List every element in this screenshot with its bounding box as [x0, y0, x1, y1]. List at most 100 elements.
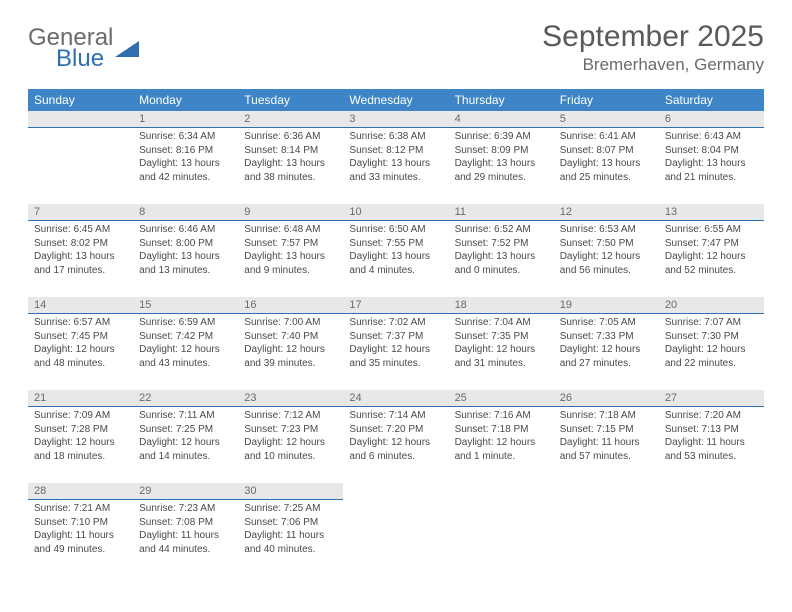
sunrise-line: Sunrise: 7:02 AM: [349, 316, 442, 330]
calendar-cell: 5Sunrise: 6:41 AMSunset: 8:07 PMDaylight…: [554, 111, 659, 204]
day-number: 25: [449, 390, 554, 407]
sunrise-line: Sunrise: 7:20 AM: [665, 409, 758, 423]
day-number: 27: [659, 390, 764, 407]
sunrise-line: Sunrise: 6:53 AM: [560, 223, 653, 237]
daylight-line: Daylight: 13 hours and 21 minutes.: [665, 157, 758, 184]
daylight-line: Daylight: 13 hours and 17 minutes.: [34, 250, 127, 277]
daylight-line: Daylight: 13 hours and 33 minutes.: [349, 157, 442, 184]
day-number: 8: [133, 204, 238, 221]
calendar-cell: 26Sunrise: 7:18 AMSunset: 7:15 PMDayligh…: [554, 390, 659, 483]
calendar-cell: 19Sunrise: 7:05 AMSunset: 7:33 PMDayligh…: [554, 297, 659, 390]
calendar-cell: 23Sunrise: 7:12 AMSunset: 7:23 PMDayligh…: [238, 390, 343, 483]
sunset-line: Sunset: 8:14 PM: [244, 144, 337, 158]
weekday-header: Saturday: [659, 89, 764, 111]
sunrise-line: Sunrise: 6:39 AM: [455, 130, 548, 144]
daylight-line: Daylight: 12 hours and 39 minutes.: [244, 343, 337, 370]
calendar-row: 21Sunrise: 7:09 AMSunset: 7:28 PMDayligh…: [28, 390, 764, 483]
day-details: Sunrise: 6:52 AMSunset: 7:52 PMDaylight:…: [449, 221, 554, 297]
sunrise-line: Sunrise: 6:55 AM: [665, 223, 758, 237]
sunset-line: Sunset: 7:06 PM: [244, 516, 337, 530]
daylight-line: Daylight: 11 hours and 49 minutes.: [34, 529, 127, 556]
daylight-line: Daylight: 11 hours and 40 minutes.: [244, 529, 337, 556]
calendar-cell: 15Sunrise: 6:59 AMSunset: 7:42 PMDayligh…: [133, 297, 238, 390]
daylight-line: Daylight: 11 hours and 57 minutes.: [560, 436, 653, 463]
calendar-cell: 20Sunrise: 7:07 AMSunset: 7:30 PMDayligh…: [659, 297, 764, 390]
day-details: Sunrise: 7:20 AMSunset: 7:13 PMDaylight:…: [659, 407, 764, 483]
daylight-line: Daylight: 11 hours and 53 minutes.: [665, 436, 758, 463]
sunrise-line: Sunrise: 6:46 AM: [139, 223, 232, 237]
weekday-header: Tuesday: [238, 89, 343, 111]
daylight-line: Daylight: 13 hours and 42 minutes.: [139, 157, 232, 184]
month-title: September 2025: [542, 20, 764, 53]
day-number: 11: [449, 204, 554, 221]
sunset-line: Sunset: 7:25 PM: [139, 423, 232, 437]
calendar-row: 28Sunrise: 7:21 AMSunset: 7:10 PMDayligh…: [28, 483, 764, 576]
sunset-line: Sunset: 7:08 PM: [139, 516, 232, 530]
sunrise-line: Sunrise: 6:48 AM: [244, 223, 337, 237]
day-number: 5: [554, 111, 659, 128]
daylight-line: Daylight: 13 hours and 4 minutes.: [349, 250, 442, 277]
sunset-line: Sunset: 7:28 PM: [34, 423, 127, 437]
sunrise-line: Sunrise: 7:18 AM: [560, 409, 653, 423]
sunset-line: Sunset: 7:18 PM: [455, 423, 548, 437]
calendar-cell: [554, 483, 659, 576]
day-number: 28: [28, 483, 133, 500]
sunrise-line: Sunrise: 7:25 AM: [244, 502, 337, 516]
sunrise-line: Sunrise: 7:04 AM: [455, 316, 548, 330]
day-details: Sunrise: 7:04 AMSunset: 7:35 PMDaylight:…: [449, 314, 554, 390]
calendar-cell: 12Sunrise: 6:53 AMSunset: 7:50 PMDayligh…: [554, 204, 659, 297]
day-number: 15: [133, 297, 238, 314]
day-details: Sunrise: 7:09 AMSunset: 7:28 PMDaylight:…: [28, 407, 133, 483]
day-number: 22: [133, 390, 238, 407]
day-details: Sunrise: 6:50 AMSunset: 7:55 PMDaylight:…: [343, 221, 448, 297]
calendar-cell: 25Sunrise: 7:16 AMSunset: 7:18 PMDayligh…: [449, 390, 554, 483]
sunrise-line: Sunrise: 6:34 AM: [139, 130, 232, 144]
day-details: Sunrise: 7:05 AMSunset: 7:33 PMDaylight:…: [554, 314, 659, 390]
daylight-line: Daylight: 12 hours and 43 minutes.: [139, 343, 232, 370]
sunset-line: Sunset: 7:40 PM: [244, 330, 337, 344]
weekday-header: Friday: [554, 89, 659, 111]
day-details: Sunrise: 6:36 AMSunset: 8:14 PMDaylight:…: [238, 128, 343, 204]
day-number: 29: [133, 483, 238, 500]
weekday-header-row: Sunday Monday Tuesday Wednesday Thursday…: [28, 89, 764, 111]
day-number: 10: [343, 204, 448, 221]
sunrise-line: Sunrise: 6:43 AM: [665, 130, 758, 144]
day-number: 3: [343, 111, 448, 128]
daylight-line: Daylight: 12 hours and 14 minutes.: [139, 436, 232, 463]
calendar-cell: 4Sunrise: 6:39 AMSunset: 8:09 PMDaylight…: [449, 111, 554, 204]
sunset-line: Sunset: 7:23 PM: [244, 423, 337, 437]
sunset-line: Sunset: 7:55 PM: [349, 237, 442, 251]
logo: General Blue: [28, 26, 141, 71]
sunrise-line: Sunrise: 6:45 AM: [34, 223, 127, 237]
sunset-line: Sunset: 7:20 PM: [349, 423, 442, 437]
day-number: 23: [238, 390, 343, 407]
calendar-cell: 10Sunrise: 6:50 AMSunset: 7:55 PMDayligh…: [343, 204, 448, 297]
sunset-line: Sunset: 7:33 PM: [560, 330, 653, 344]
sunset-line: Sunset: 8:00 PM: [139, 237, 232, 251]
daylight-line: Daylight: 13 hours and 38 minutes.: [244, 157, 337, 184]
day-number: 2: [238, 111, 343, 128]
calendar-row: 14Sunrise: 6:57 AMSunset: 7:45 PMDayligh…: [28, 297, 764, 390]
sunrise-line: Sunrise: 7:05 AM: [560, 316, 653, 330]
day-number: 6: [659, 111, 764, 128]
sunrise-line: Sunrise: 6:36 AM: [244, 130, 337, 144]
day-number: 26: [554, 390, 659, 407]
daylight-line: Daylight: 13 hours and 0 minutes.: [455, 250, 548, 277]
sunrise-line: Sunrise: 7:23 AM: [139, 502, 232, 516]
calendar-cell: 14Sunrise: 6:57 AMSunset: 7:45 PMDayligh…: [28, 297, 133, 390]
calendar-cell: 21Sunrise: 7:09 AMSunset: 7:28 PMDayligh…: [28, 390, 133, 483]
daylight-line: Daylight: 12 hours and 48 minutes.: [34, 343, 127, 370]
day-details: Sunrise: 7:18 AMSunset: 7:15 PMDaylight:…: [554, 407, 659, 483]
triangle-icon: [115, 39, 141, 61]
calendar-cell: 29Sunrise: 7:23 AMSunset: 7:08 PMDayligh…: [133, 483, 238, 576]
calendar-cell: 17Sunrise: 7:02 AMSunset: 7:37 PMDayligh…: [343, 297, 448, 390]
weekday-header: Sunday: [28, 89, 133, 111]
day-details: Sunrise: 6:55 AMSunset: 7:47 PMDaylight:…: [659, 221, 764, 297]
calendar-cell: 6Sunrise: 6:43 AMSunset: 8:04 PMDaylight…: [659, 111, 764, 204]
day-number: 19: [554, 297, 659, 314]
sunset-line: Sunset: 7:37 PM: [349, 330, 442, 344]
header: General Blue September 2025 Bremerhaven,…: [28, 20, 764, 75]
day-number: 13: [659, 204, 764, 221]
calendar-cell: 7Sunrise: 6:45 AMSunset: 8:02 PMDaylight…: [28, 204, 133, 297]
day-details: Sunrise: 7:07 AMSunset: 7:30 PMDaylight:…: [659, 314, 764, 390]
